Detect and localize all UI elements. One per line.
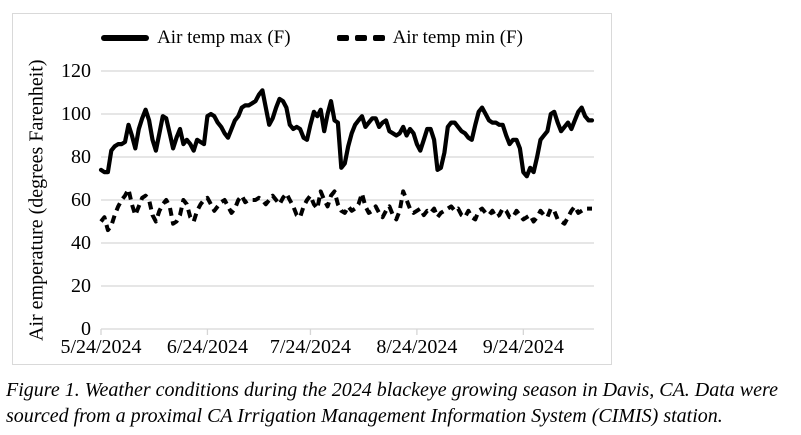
y-tick-label: 20 xyxy=(71,275,91,297)
series-line-min xyxy=(99,187,592,233)
x-tick-label: 8/24/2024 xyxy=(376,336,458,358)
plot-area xyxy=(98,70,595,335)
y-tick-label: 120 xyxy=(61,60,91,82)
chart-frame: Air temp max (F) Air temp min (F) Air em… xyxy=(12,13,612,365)
figure-caption: Figure 1. Weather conditions during the … xyxy=(6,377,798,429)
y-tick-label: 0 xyxy=(81,318,91,340)
solid-line-sample-icon xyxy=(101,35,150,41)
chart-legend: Air temp max (F) Air temp min (F) xyxy=(13,27,611,49)
x-tick-label: 5/24/2024 xyxy=(60,336,142,358)
x-tick-label: 6/24/2024 xyxy=(166,336,248,358)
y-tick-label: 80 xyxy=(71,146,91,168)
legend-item-max: Air temp max (F) xyxy=(101,27,291,49)
series-line-max xyxy=(98,88,595,179)
legend-item-min: Air temp min (F) xyxy=(336,27,523,49)
legend-label-max: Air temp max (F) xyxy=(157,27,291,48)
dashed-line-sample-icon xyxy=(336,35,385,41)
caption-line-1: Figure 1. Weather conditions during the … xyxy=(6,379,778,401)
legend-label-min: Air temp min (F) xyxy=(392,27,523,48)
y-tick-label: 60 xyxy=(71,189,91,211)
y-tick-label: 100 xyxy=(61,103,91,125)
y-tick-label: 40 xyxy=(71,232,91,254)
x-tick-label: 9/24/2024 xyxy=(482,336,564,358)
caption-line-2: sourced from a proximal CA Irrigation Ma… xyxy=(6,405,723,427)
x-tick-label: 7/24/2024 xyxy=(269,336,351,358)
